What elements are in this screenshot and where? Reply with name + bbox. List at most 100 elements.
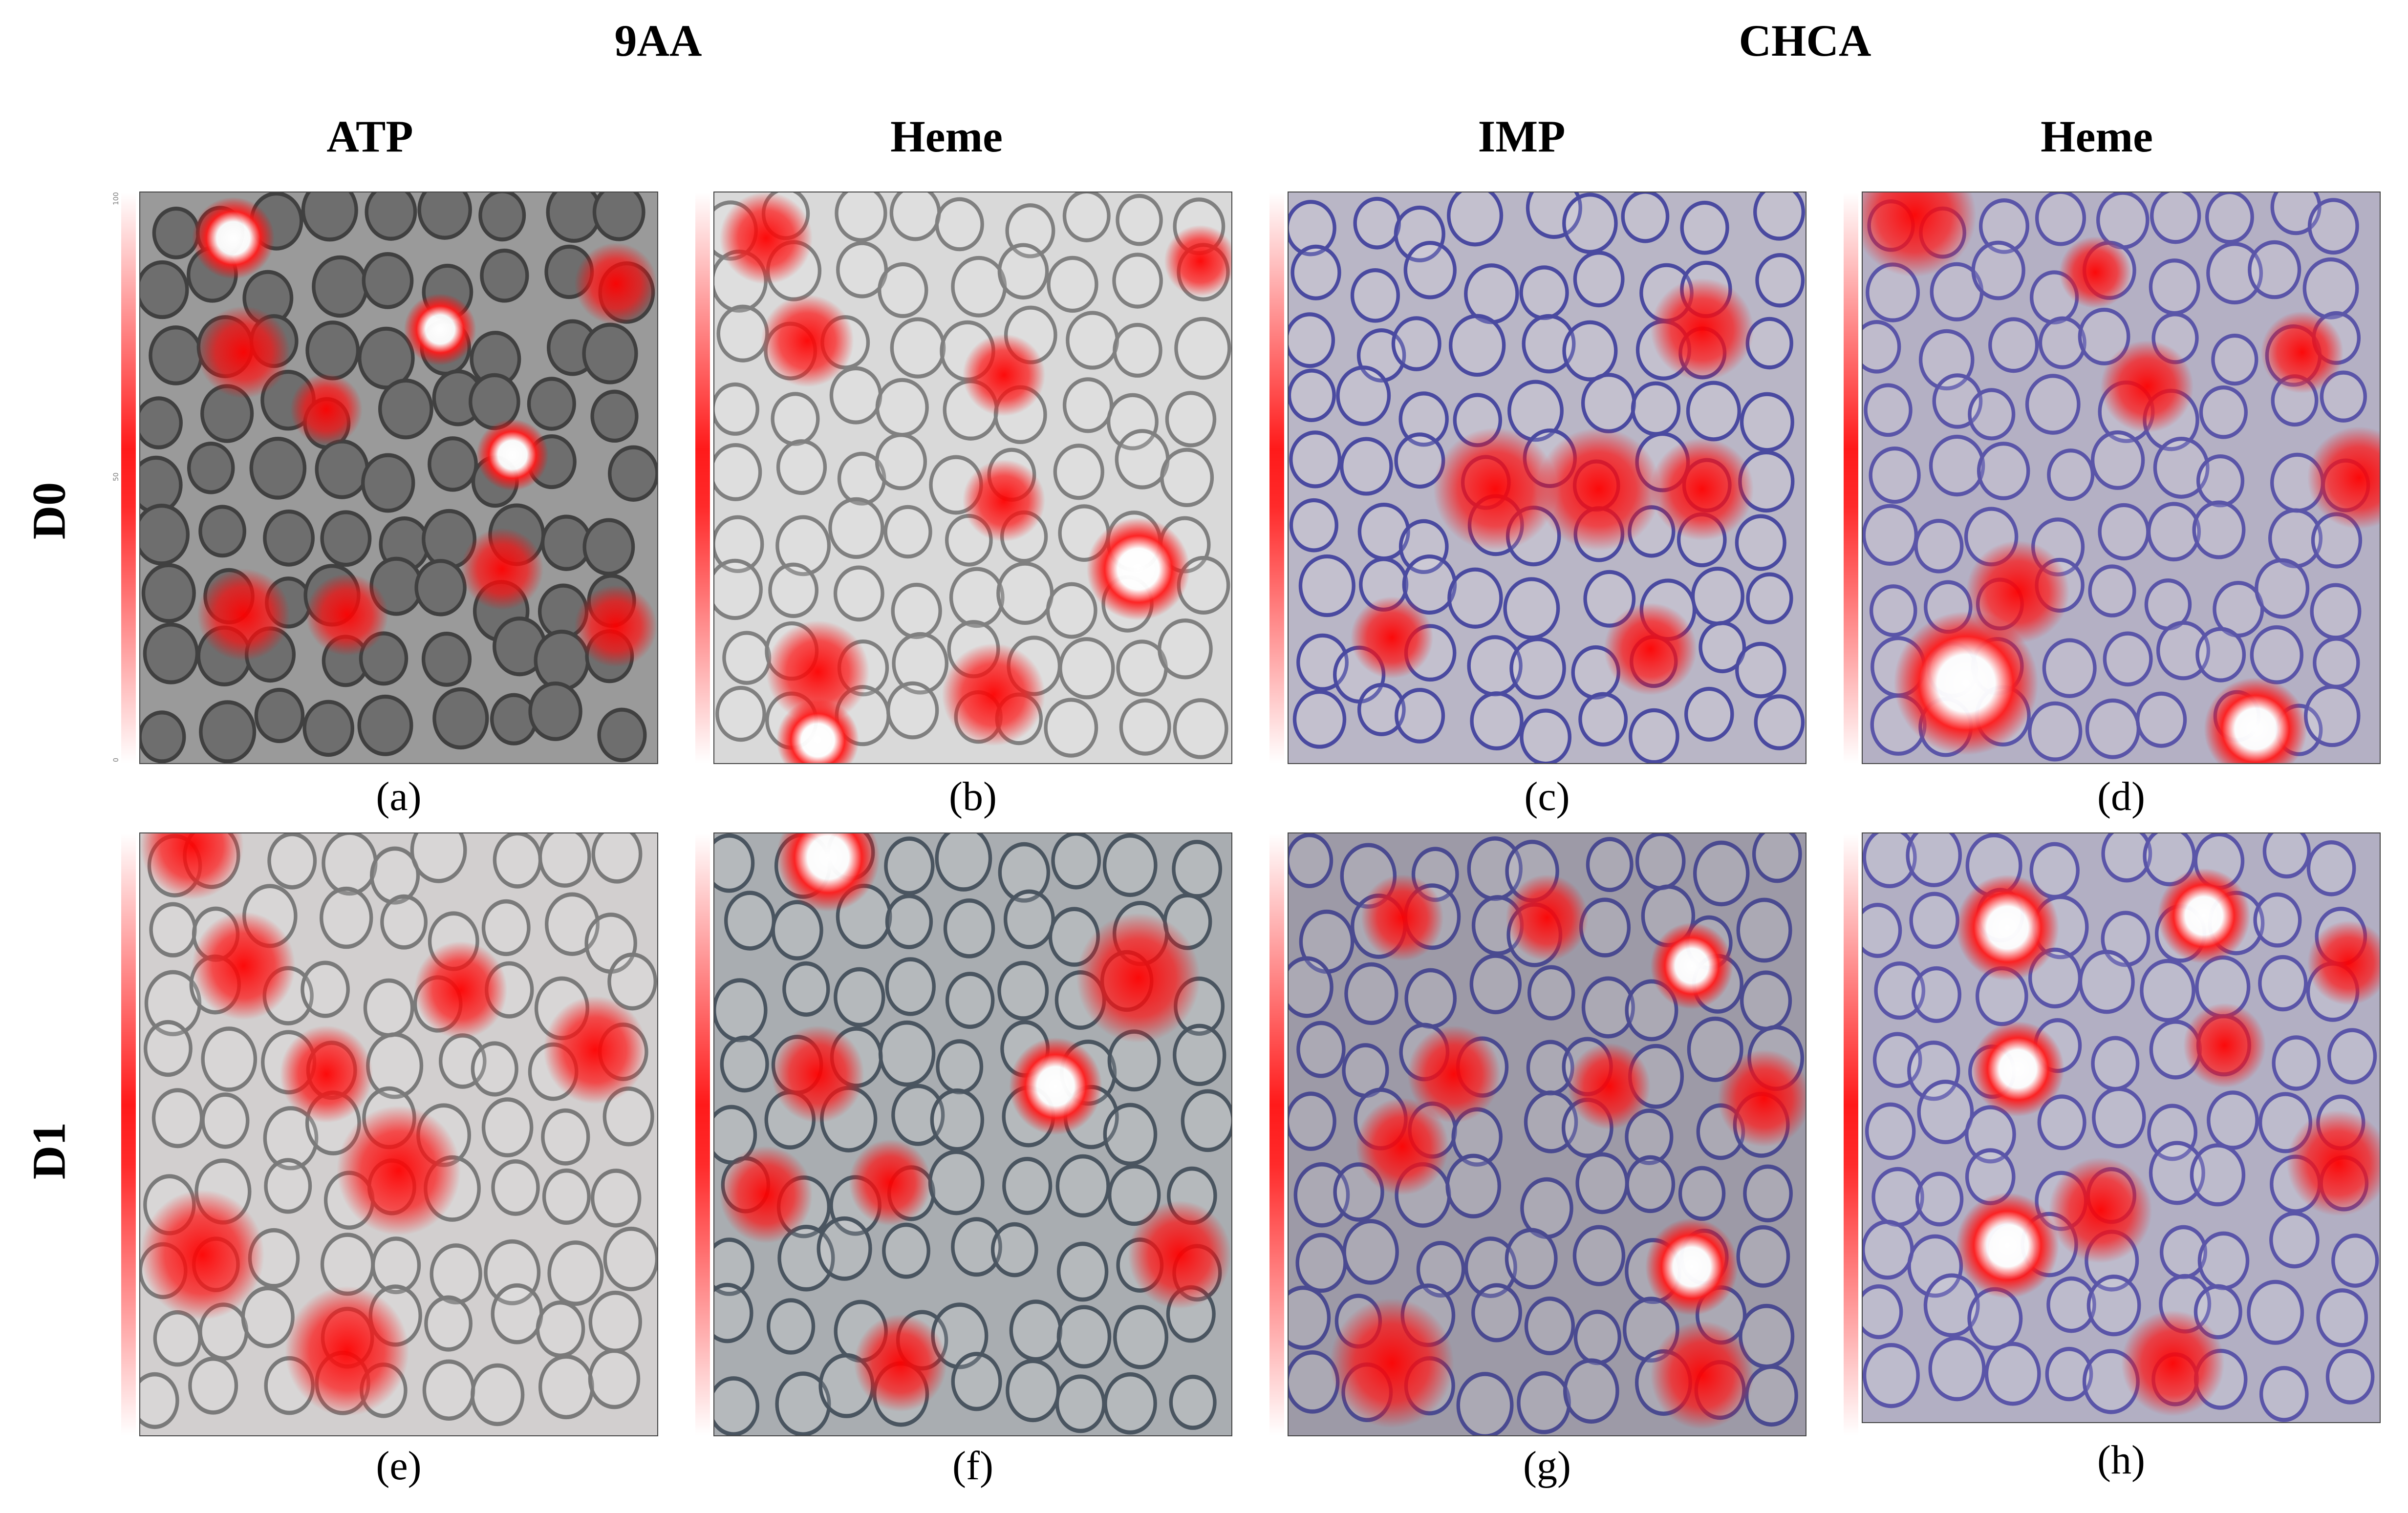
heat-spot	[574, 242, 657, 325]
cell	[421, 632, 472, 687]
cell	[1106, 393, 1159, 450]
cell	[1009, 1300, 1063, 1362]
cell	[714, 833, 755, 893]
cell	[1456, 1372, 1514, 1435]
cell	[1906, 833, 1962, 887]
heat-spot	[2307, 920, 2380, 1005]
heat-spot	[771, 1025, 864, 1123]
cell	[140, 260, 189, 320]
cell	[1929, 434, 1985, 497]
cell	[1978, 198, 2029, 254]
cell	[771, 900, 823, 960]
panel-f-heme-d1	[713, 832, 1232, 1436]
cell	[2206, 242, 2263, 305]
heat-spot	[2307, 426, 2380, 530]
cell	[1563, 1358, 1619, 1424]
cell	[1055, 1374, 1106, 1433]
cell	[1562, 192, 1618, 254]
cell	[945, 972, 995, 1029]
heat-spot	[2157, 868, 2251, 964]
micrograph-0	[140, 192, 657, 763]
cell	[835, 192, 887, 242]
cell	[2307, 198, 2359, 255]
cell	[2147, 502, 2201, 562]
cell	[1914, 518, 1964, 574]
cell	[885, 957, 936, 1016]
cell	[833, 565, 884, 622]
cell	[1988, 317, 2039, 373]
cell	[2320, 370, 2367, 423]
heat-spot	[290, 373, 363, 446]
cell	[1056, 1305, 1112, 1369]
cell	[2159, 1225, 2208, 1279]
cell	[716, 304, 769, 362]
cell	[2085, 698, 2141, 759]
cell	[951, 1217, 1002, 1277]
cell	[768, 562, 819, 618]
heat-spot	[2183, 1003, 2266, 1088]
cell	[380, 894, 428, 950]
cell	[582, 322, 638, 384]
heat-spot	[543, 996, 647, 1105]
cell	[1003, 889, 1055, 949]
cell	[1507, 380, 1564, 442]
cell	[198, 505, 246, 558]
cell	[536, 1300, 585, 1358]
heat-spot	[849, 1139, 932, 1226]
cell	[241, 1286, 295, 1348]
heat-spot	[2286, 1110, 2380, 1216]
micrograph-2	[1289, 192, 1806, 763]
cell	[432, 687, 489, 750]
heat-spot	[1893, 611, 2039, 755]
heat-spot	[1971, 1021, 2064, 1117]
heat-spot	[1650, 278, 1754, 381]
cell	[2310, 583, 2362, 640]
heat-spot	[1568, 1043, 1651, 1130]
heat-spot	[1650, 1321, 1754, 1429]
cell	[365, 192, 417, 241]
cell	[875, 378, 929, 437]
cell	[1984, 1342, 2041, 1406]
cell	[430, 1243, 482, 1305]
cell	[1416, 1240, 1465, 1298]
cell	[2304, 684, 2361, 747]
cell	[2269, 1211, 2320, 1269]
column-label-atp: ATP	[326, 111, 413, 161]
heat-spot	[1361, 874, 1444, 961]
cell	[187, 441, 235, 494]
cell	[1103, 1372, 1157, 1435]
cell	[588, 1348, 641, 1409]
row-label-d1: D1	[22, 1122, 75, 1180]
cell	[254, 687, 305, 744]
heat-spot	[337, 1105, 461, 1236]
cell	[1578, 692, 1628, 747]
cell	[410, 833, 467, 883]
cell	[1290, 244, 1341, 300]
cell	[588, 1290, 643, 1353]
cell	[1044, 698, 1098, 758]
cell	[1398, 519, 1449, 575]
cell	[714, 1376, 760, 1435]
cell	[263, 509, 315, 567]
cell	[140, 396, 183, 449]
caption-b: (b)	[949, 774, 997, 819]
cell	[267, 833, 317, 890]
cell	[141, 563, 196, 623]
cell	[2197, 1231, 2250, 1290]
cell	[2028, 701, 2083, 762]
cell	[302, 700, 355, 757]
cell	[2149, 1141, 2205, 1205]
cell	[2037, 1094, 2086, 1151]
cell	[722, 631, 772, 685]
cell	[2247, 1279, 2304, 1345]
column-label-heme-9aa: Heme	[890, 111, 1003, 161]
heat-spot	[460, 528, 544, 610]
colorbar-b	[695, 192, 710, 763]
cell	[320, 1233, 375, 1296]
cell	[493, 833, 542, 889]
cell	[1740, 392, 1794, 452]
cell	[1686, 381, 1741, 442]
cell	[1174, 317, 1231, 380]
cell	[2302, 257, 2359, 320]
cell	[603, 1226, 657, 1292]
